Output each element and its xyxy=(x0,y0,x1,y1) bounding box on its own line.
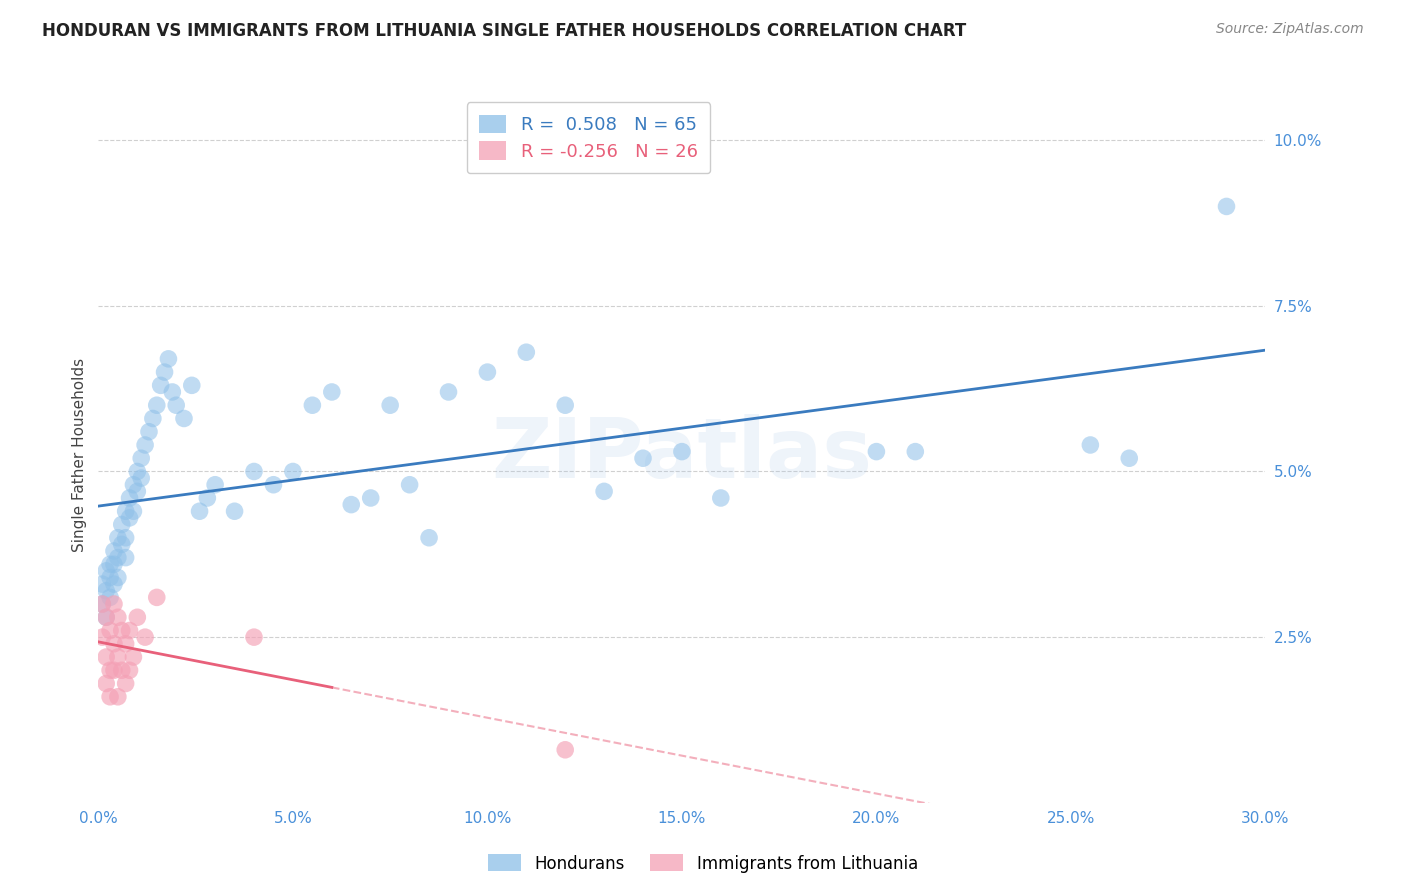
Point xyxy=(243,465,266,479)
Point xyxy=(188,504,211,518)
Point xyxy=(477,365,499,379)
Point xyxy=(224,504,246,518)
Point xyxy=(107,570,129,584)
Point xyxy=(554,743,576,757)
Point xyxy=(157,351,180,366)
Point xyxy=(103,577,125,591)
Point xyxy=(111,663,134,677)
Point xyxy=(122,477,145,491)
Point xyxy=(107,610,129,624)
Point xyxy=(111,624,134,638)
Point xyxy=(360,491,382,505)
Point xyxy=(96,583,118,598)
Point xyxy=(98,663,121,677)
Point xyxy=(243,630,266,644)
Point xyxy=(91,630,114,644)
Point xyxy=(114,637,136,651)
Point xyxy=(98,624,121,638)
Point xyxy=(1215,199,1237,213)
Point xyxy=(98,591,121,605)
Point xyxy=(114,504,136,518)
Point xyxy=(380,398,402,412)
Point xyxy=(127,484,149,499)
Point xyxy=(103,558,125,572)
Point xyxy=(91,577,114,591)
Point xyxy=(195,491,218,505)
Point xyxy=(91,597,114,611)
Legend: Hondurans, Immigrants from Lithuania: Hondurans, Immigrants from Lithuania xyxy=(481,847,925,880)
Point xyxy=(96,610,118,624)
Point xyxy=(107,550,129,565)
Point xyxy=(138,425,160,439)
Point xyxy=(98,558,121,572)
Point xyxy=(437,384,460,399)
Point xyxy=(118,663,141,677)
Point xyxy=(96,676,118,690)
Point xyxy=(515,345,537,359)
Point xyxy=(134,438,156,452)
Point xyxy=(122,504,145,518)
Point xyxy=(173,411,195,425)
Point xyxy=(153,365,176,379)
Point xyxy=(114,676,136,690)
Point xyxy=(103,544,125,558)
Point xyxy=(114,550,136,565)
Point xyxy=(114,531,136,545)
Point xyxy=(122,650,145,665)
Point xyxy=(91,597,114,611)
Point xyxy=(180,378,202,392)
Point xyxy=(111,517,134,532)
Point xyxy=(340,498,363,512)
Point xyxy=(111,537,134,551)
Point xyxy=(904,444,927,458)
Point xyxy=(418,531,440,545)
Point xyxy=(98,690,121,704)
Point xyxy=(301,398,323,412)
Point xyxy=(631,451,654,466)
Point xyxy=(149,378,172,392)
Point xyxy=(146,591,169,605)
Point xyxy=(103,597,125,611)
Point xyxy=(129,471,152,485)
Point xyxy=(142,411,165,425)
Point xyxy=(593,484,616,499)
Point xyxy=(103,637,125,651)
Point xyxy=(865,444,887,458)
Point xyxy=(96,650,118,665)
Point xyxy=(118,511,141,525)
Point xyxy=(98,570,121,584)
Legend: R =  0.508   N = 65, R = -0.256   N = 26: R = 0.508 N = 65, R = -0.256 N = 26 xyxy=(467,103,710,173)
Point xyxy=(107,690,129,704)
Text: Source: ZipAtlas.com: Source: ZipAtlas.com xyxy=(1216,22,1364,37)
Point xyxy=(129,451,152,466)
Point xyxy=(107,531,129,545)
Point xyxy=(671,444,693,458)
Point xyxy=(127,610,149,624)
Point xyxy=(162,384,184,399)
Point xyxy=(262,477,284,491)
Point xyxy=(107,650,129,665)
Point xyxy=(96,610,118,624)
Point xyxy=(146,398,169,412)
Point xyxy=(1080,438,1102,452)
Point xyxy=(96,564,118,578)
Point xyxy=(1118,451,1140,466)
Point xyxy=(165,398,187,412)
Text: HONDURAN VS IMMIGRANTS FROM LITHUANIA SINGLE FATHER HOUSEHOLDS CORRELATION CHART: HONDURAN VS IMMIGRANTS FROM LITHUANIA SI… xyxy=(42,22,966,40)
Point xyxy=(127,465,149,479)
Text: ZIPatlas: ZIPatlas xyxy=(492,415,872,495)
Point xyxy=(118,491,141,505)
Y-axis label: Single Father Households: Single Father Households xyxy=(72,358,87,552)
Point xyxy=(321,384,343,399)
Point xyxy=(103,663,125,677)
Point xyxy=(118,624,141,638)
Point xyxy=(554,398,576,412)
Point xyxy=(204,477,226,491)
Point xyxy=(134,630,156,644)
Point xyxy=(710,491,733,505)
Point xyxy=(281,465,304,479)
Point xyxy=(398,477,420,491)
